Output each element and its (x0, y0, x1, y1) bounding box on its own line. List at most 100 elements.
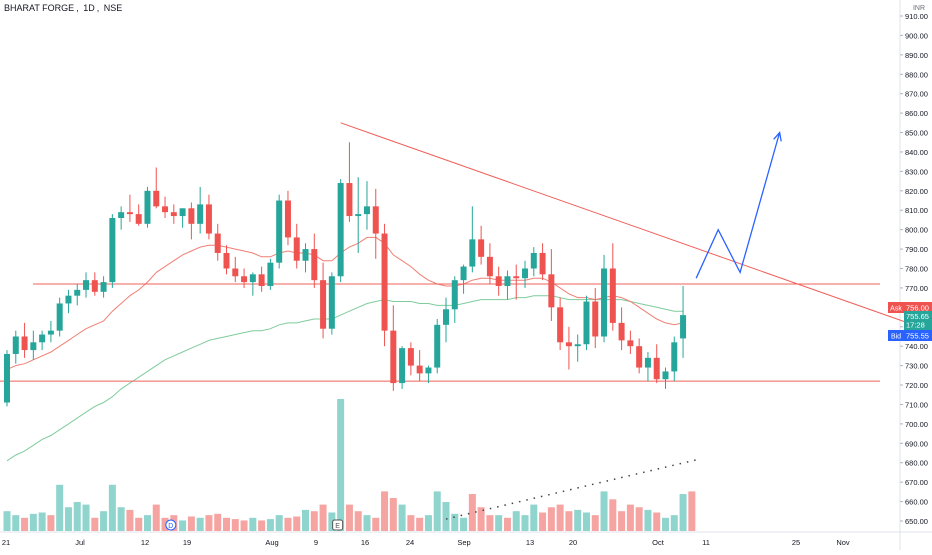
candle[interactable] (12, 330, 19, 364)
candle[interactable] (91, 272, 98, 296)
candle[interactable] (434, 319, 441, 374)
candle[interactable] (460, 264, 467, 294)
time-tick-label: 24 (406, 538, 414, 547)
candle[interactable] (662, 367, 669, 389)
candle[interactable] (469, 206, 476, 273)
candle[interactable] (188, 202, 195, 240)
candle[interactable] (390, 305, 397, 391)
candle[interactable] (346, 142, 353, 222)
candle[interactable] (162, 196, 169, 218)
volume-bar (143, 515, 151, 531)
candle[interactable] (557, 297, 564, 351)
candle[interactable] (609, 243, 616, 331)
volume-bar (424, 515, 432, 531)
candlesticks[interactable] (4, 142, 687, 407)
candle[interactable] (381, 223, 388, 347)
symbol-name: BHARAT FORGE (4, 3, 75, 13)
candle[interactable] (627, 330, 634, 354)
candle[interactable] (205, 194, 212, 240)
candle[interactable] (47, 320, 54, 343)
candle[interactable] (100, 276, 107, 298)
candle[interactable] (644, 352, 651, 382)
volume-bar (328, 512, 336, 531)
candle[interactable] (425, 365, 432, 384)
candle[interactable] (363, 181, 370, 230)
candle[interactable] (311, 233, 318, 288)
candle[interactable] (513, 264, 520, 300)
candle[interactable] (126, 194, 133, 222)
candle[interactable] (618, 307, 625, 351)
candle[interactable] (153, 167, 160, 209)
candle[interactable] (355, 177, 362, 253)
candle[interactable] (478, 225, 485, 265)
time-axis[interactable]: 21 Jul 12 19 Aug 9 16 24 Sep 13 20 Oct 11 25 Nov (2, 538, 850, 547)
candle[interactable] (574, 334, 581, 362)
candle[interactable] (267, 258, 274, 290)
candle[interactable] (109, 214, 116, 288)
candle[interactable] (21, 322, 28, 358)
candle[interactable] (30, 330, 37, 360)
candle[interactable] (451, 276, 458, 323)
candle[interactable] (583, 295, 590, 351)
volume-bar (512, 511, 520, 531)
candle[interactable] (530, 247, 537, 277)
candle[interactable] (539, 243, 546, 281)
candle[interactable] (293, 223, 300, 269)
candle[interactable] (337, 179, 344, 283)
price-tick-label: 800.00 (905, 226, 928, 235)
candle-body (346, 183, 353, 217)
candle[interactable] (565, 326, 572, 370)
candle[interactable] (232, 256, 239, 283)
candle[interactable] (443, 297, 449, 343)
candle[interactable] (653, 344, 660, 384)
candle[interactable] (284, 190, 291, 246)
event-marker[interactable]: D (165, 519, 177, 531)
candle[interactable] (548, 249, 555, 321)
candle[interactable] (223, 245, 230, 275)
projection-path[interactable] (695, 132, 781, 279)
candle[interactable] (197, 186, 204, 234)
candle[interactable] (636, 338, 643, 374)
candle[interactable] (83, 272, 90, 298)
candle[interactable] (601, 254, 608, 343)
candle[interactable] (372, 188, 379, 259)
candle[interactable] (416, 350, 423, 382)
event-marker-label: D (168, 523, 173, 530)
candle[interactable] (241, 268, 248, 288)
candle[interactable] (276, 194, 283, 269)
candle[interactable] (495, 266, 502, 296)
candle[interactable] (214, 223, 221, 261)
candle-body (258, 274, 265, 286)
candle[interactable] (4, 350, 10, 407)
ask-quote-value: 756.00 (906, 304, 929, 313)
candle[interactable] (407, 342, 414, 376)
candle[interactable] (320, 262, 327, 339)
candle[interactable] (118, 206, 125, 230)
candle[interactable] (486, 243, 493, 285)
candle-body (495, 276, 502, 286)
candle[interactable] (504, 270, 511, 300)
candle[interactable] (258, 266, 265, 292)
candle[interactable] (74, 284, 81, 306)
candle[interactable] (179, 208, 186, 228)
candle[interactable] (249, 272, 256, 296)
candle[interactable] (56, 297, 63, 337)
candle[interactable] (135, 204, 142, 226)
candle[interactable] (592, 287, 599, 349)
event-marker[interactable]: E (332, 519, 344, 531)
candle[interactable] (302, 243, 309, 273)
descending-trendline[interactable] (340, 122, 932, 337)
candle[interactable] (399, 346, 406, 389)
volume-bar (258, 520, 266, 531)
candle[interactable] (170, 204, 177, 224)
candle[interactable] (144, 186, 151, 228)
candle[interactable] (522, 260, 529, 288)
candle[interactable] (328, 272, 335, 335)
candle[interactable] (680, 285, 687, 358)
candle[interactable] (671, 336, 678, 382)
candle[interactable] (39, 330, 46, 351)
candle[interactable] (65, 289, 72, 314)
